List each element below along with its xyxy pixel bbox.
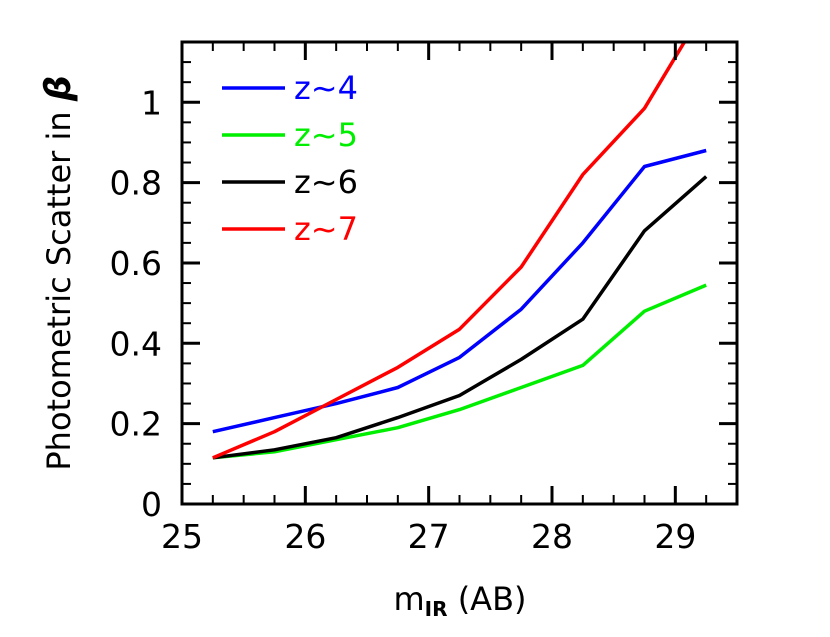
y-axis-label: Photometric Scatter in β: [38, 75, 79, 470]
y-tick-label: 0: [141, 485, 162, 524]
legend-label-1: z~4: [294, 69, 358, 107]
series-line-2: [212, 283, 707, 460]
series-line-4: [212, 42, 687, 460]
legend-label-3: z~6: [294, 163, 358, 201]
y-tick-label: 0.4: [110, 324, 162, 363]
legend: z~4 z~5 z~6 z~7: [222, 69, 358, 248]
x-tick-label: 26: [284, 517, 326, 556]
x-tick-label: 25: [161, 517, 203, 556]
x-axis-label: mIR (AB): [394, 580, 527, 621]
legend-label-4: z~7: [294, 210, 358, 248]
x-tick-label: 29: [654, 517, 696, 556]
series-line-1: [212, 148, 707, 434]
legend-label-2: z~5: [294, 116, 358, 154]
series-line-3: [212, 175, 708, 460]
y-tick-label: 0.8: [110, 164, 162, 203]
x-axis-label-main: m: [394, 580, 425, 618]
y-axis-label-text: Photometric Scatter in: [40, 101, 78, 470]
x-tick-label: 28: [531, 517, 573, 556]
x-tick-label: 27: [408, 517, 450, 556]
y-tick-label: 1: [141, 83, 162, 122]
y-axis-label-symbol: β: [38, 75, 79, 102]
tick-layer: 25 26 27 28 29 0 0.2 0.4 0.6 0.8 1: [110, 41, 738, 556]
series-layer: [212, 42, 708, 460]
y-tick-label: 0.2: [110, 405, 162, 444]
x-axis-label-subscript: IR: [425, 597, 448, 621]
x-axis-label-rest: (AB): [448, 580, 527, 618]
y-tick-label: 0.6: [110, 244, 162, 283]
